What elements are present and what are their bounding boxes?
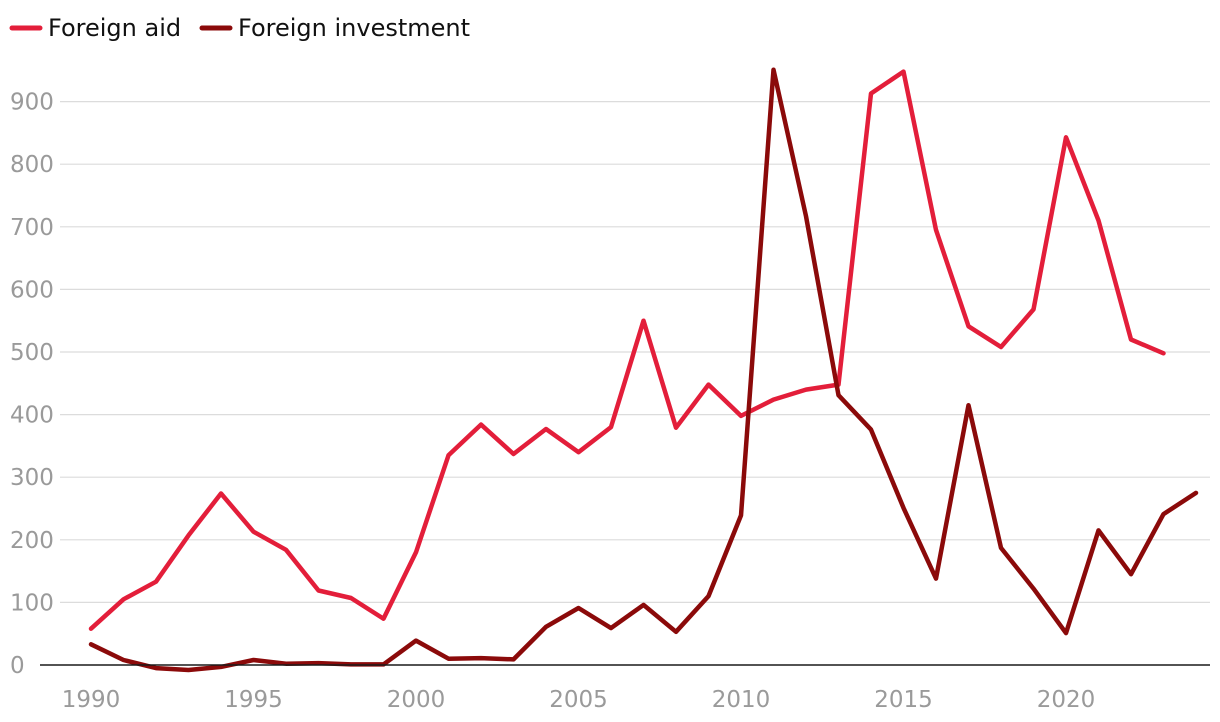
series-group: [88, 67, 1199, 673]
y-tick-label-200: 200: [10, 528, 54, 554]
grid-lines: [60, 100, 1210, 604]
y-tick-label-300: 300: [10, 465, 54, 491]
y-tick-label-500: 500: [10, 340, 54, 366]
x-tick-label-2010: 2010: [712, 687, 771, 713]
y-tick-label-100: 100: [10, 590, 54, 616]
legend: Foreign aid Foreign investment: [9, 14, 470, 42]
y-tick-label-600: 600: [10, 277, 54, 303]
y-axis-ticks: 0 100 200 300 400 500 600 700 800 900: [10, 90, 54, 679]
y-tick-label-0: 0: [10, 653, 25, 679]
series-line-foreign-investment: [88, 67, 1199, 673]
legend-label-foreign-aid: Foreign aid: [48, 14, 181, 42]
x-tick-label-2020: 2020: [1037, 687, 1096, 713]
y-tick-label-800: 800: [10, 152, 54, 178]
series-line-foreign-aid: [88, 69, 1166, 631]
x-tick-label-1995: 1995: [224, 687, 283, 713]
y-tick-label-700: 700: [10, 215, 54, 241]
x-axis-ticks: 1990 1995 2000 2005 2010 2015 2020: [62, 687, 1096, 713]
y-tick-label-900: 900: [10, 90, 54, 116]
x-tick-label-2000: 2000: [387, 687, 446, 713]
y-tick-label-400: 400: [10, 403, 54, 429]
x-tick-label-1990: 1990: [62, 687, 121, 713]
legend-label-foreign-investment: Foreign investment: [238, 14, 470, 42]
x-tick-label-2005: 2005: [549, 687, 608, 713]
x-tick-label-2015: 2015: [874, 687, 933, 713]
